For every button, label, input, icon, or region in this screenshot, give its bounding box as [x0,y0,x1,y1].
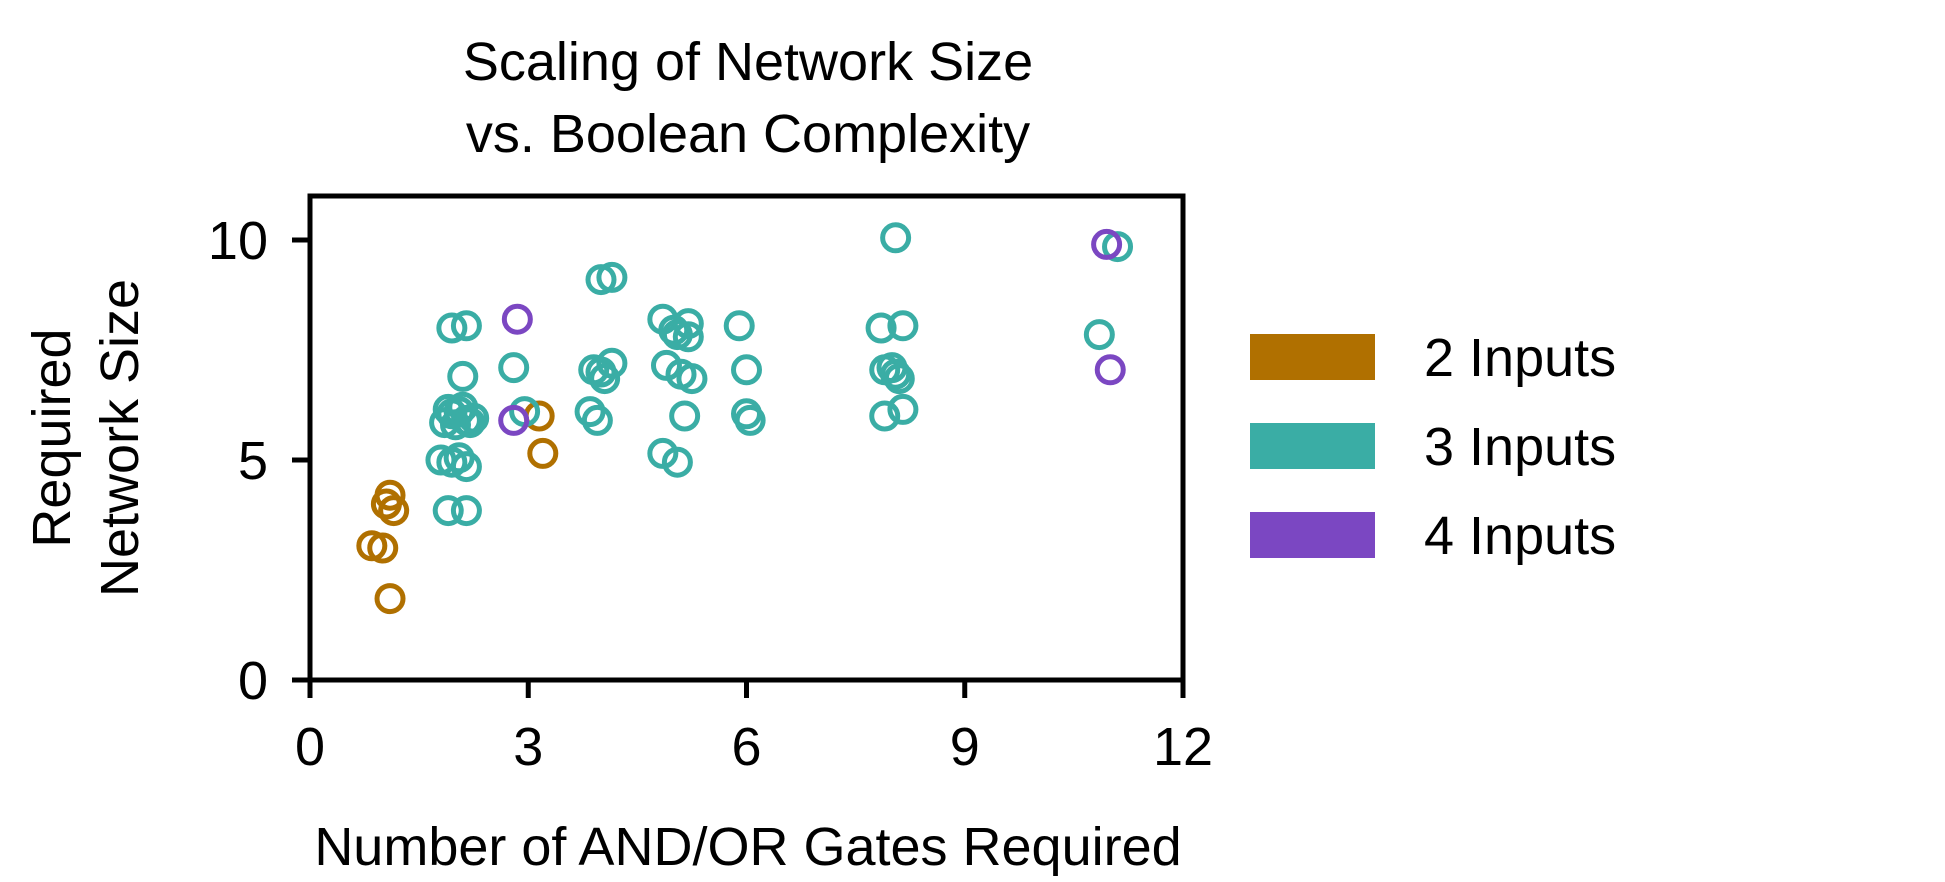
data-point [1094,354,1126,386]
data-point [883,363,915,395]
data-point [450,451,482,483]
title-line: Scaling of Network Size [463,32,1033,92]
y-tick-label: 10 [208,211,268,271]
data-point [589,363,621,395]
data-point [450,310,482,342]
data-point [676,363,708,395]
data-point [865,312,897,344]
data-point [498,404,530,436]
data-point [367,532,399,564]
x-tick-label: 0 [295,717,325,777]
data-point [880,358,912,390]
data-point [658,314,690,346]
x-tick-label: 3 [513,717,543,777]
data-point [596,347,628,379]
data-point [672,321,704,353]
data-point [440,409,471,441]
data-point [374,583,406,615]
series-1 [356,400,559,615]
chart-legend: 2 Inputs 3 Inputs 4 Inputs [1250,328,1616,566]
x-tick-label: 9 [950,717,980,777]
x-axis-label: Number of AND/OR Gates Required [314,817,1181,877]
data-point [869,400,901,432]
series-2 [425,222,1134,527]
data-point [447,360,479,392]
y-tick-label: 5 [238,431,268,491]
data-point [447,391,479,423]
data-point [378,495,410,527]
x-tick-label: 6 [731,717,761,777]
legend-swatch [1250,423,1375,469]
data-point [661,446,693,478]
data-point [370,488,402,520]
data-point [880,222,912,254]
y-axis-label-line: Network Size [90,279,150,597]
data-point [887,393,919,425]
data-point [450,495,482,527]
data-point [527,437,559,469]
data-points [356,222,1134,615]
data-point [436,312,468,344]
y-tick-label: 0 [238,651,268,711]
data-point [454,407,486,439]
data-point [443,442,475,474]
data-point [669,400,701,432]
legend-label: 4 Inputs [1424,506,1616,566]
y-axis-label-line: Required [22,328,82,547]
title-line: vs. Boolean Complexity [466,104,1030,164]
legend-label: 2 Inputs [1424,328,1616,388]
data-point [672,308,704,340]
data-point [581,404,613,436]
data-point [1091,228,1123,260]
data-point [731,354,762,386]
data-point [723,310,755,342]
data-point [574,396,606,428]
data-point [498,352,530,384]
data-point [501,303,533,335]
plot-axes: 0 3 6 9 12 0 5 10 Number of AND/OR Gates Require… [22,193,1213,877]
legend-swatch [1250,334,1375,380]
legend-swatch [1250,512,1375,558]
legend-label: 3 Inputs [1424,417,1616,477]
data-point [887,310,919,342]
data-point [1083,319,1115,351]
series-3 [498,228,1126,436]
data-point [734,404,766,436]
data-point [596,261,628,293]
data-point [432,495,464,527]
x-tick-label: 12 [1153,717,1213,777]
chart-title: Scaling of Network Size vs. Boolean Compl… [463,32,1033,164]
plot-frame [307,193,1186,683]
data-point [432,393,464,425]
